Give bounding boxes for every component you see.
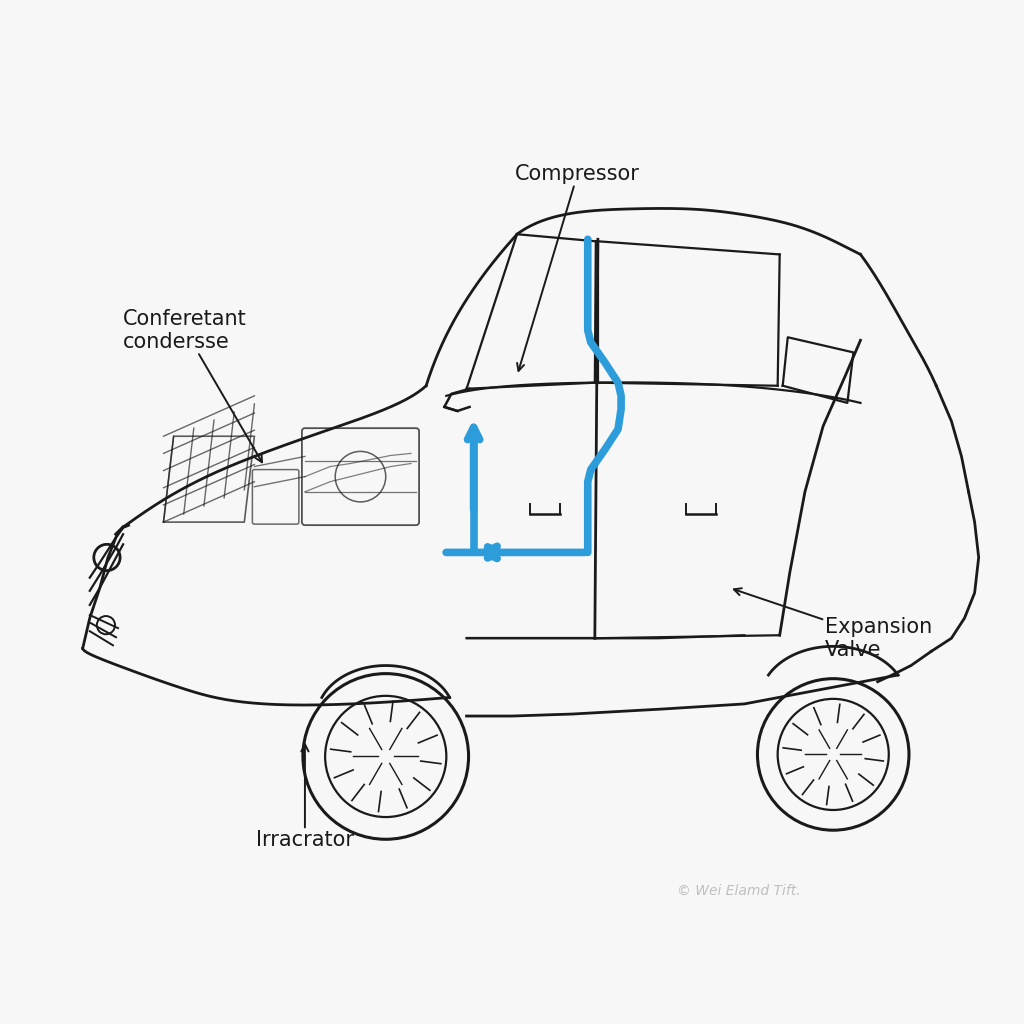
Text: Expansion
Valve: Expansion Valve [734,588,933,659]
Text: Irracrator: Irracrator [256,744,354,850]
Text: Compressor: Compressor [515,164,640,371]
Text: Conferetant
condersse: Conferetant condersse [123,308,262,462]
Text: © Wei Elamd Tift.: © Wei Elamd Tift. [678,884,801,898]
